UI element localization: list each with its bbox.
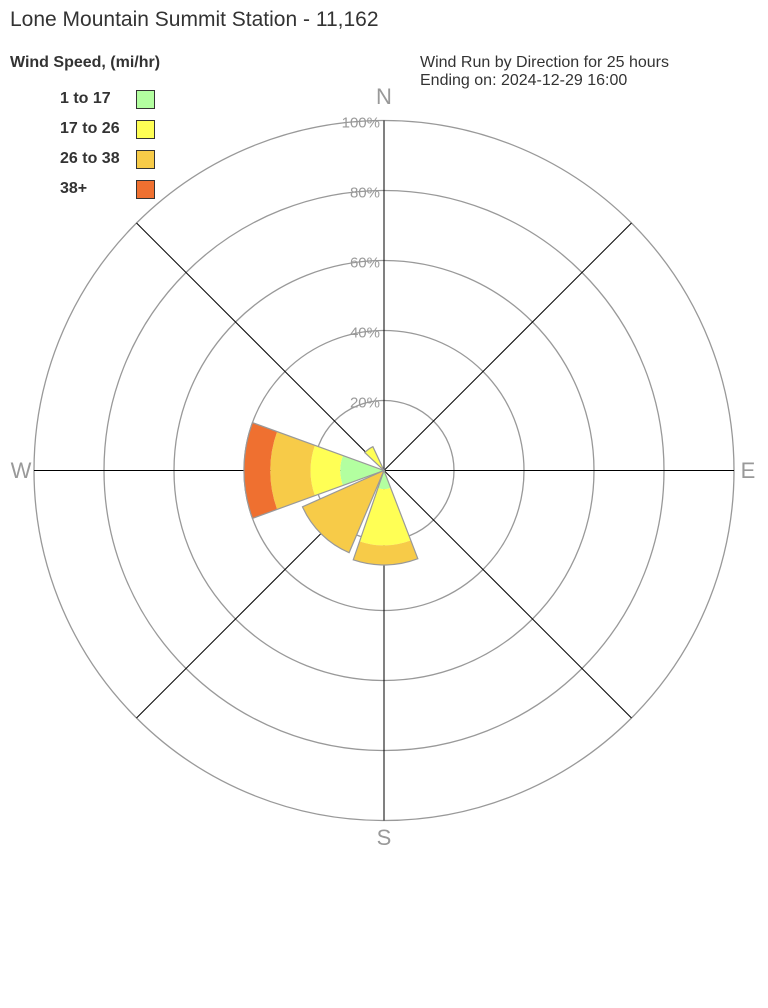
wedge-outline	[301, 469, 386, 554]
radial-tick-label: 80%	[350, 185, 380, 202]
legend-label: 26 to 38	[60, 150, 120, 167]
wind-sector-s	[352, 468, 419, 566]
legend-item: 38+	[60, 180, 160, 202]
axis-line	[383, 222, 632, 471]
legend-label: 1 to 17	[60, 90, 111, 107]
wind-sector-sw	[301, 469, 386, 554]
legend-swatch	[136, 150, 155, 169]
radial-tick-label: 20%	[350, 395, 380, 412]
compass-label-e: E	[741, 458, 756, 483]
wedge-segment	[364, 446, 384, 471]
wedge-segment	[340, 455, 384, 486]
legend-item: 1 to 17	[60, 90, 160, 112]
wind-sector-w	[243, 421, 386, 520]
legend-label: 38+	[60, 180, 88, 197]
subtitle-line-1: Wind Run by Direction for 25 hours	[420, 54, 669, 71]
wedge-segment	[377, 470, 391, 490]
radial-tick-label: 40%	[350, 325, 380, 342]
legend-swatch	[136, 120, 155, 139]
legend-swatch	[136, 180, 155, 199]
wedge-outline	[243, 421, 386, 520]
axis-line	[136, 222, 385, 471]
subtitle-line-2: Ending on: 2024-12-29 16:00	[420, 72, 628, 89]
wind-sector-nnw	[363, 445, 385, 471]
wedge-segment	[244, 422, 278, 519]
wedge-segment	[310, 445, 343, 496]
wedge-segment	[302, 470, 384, 553]
chart-title: Lone Mountain Summit Station - 11,162	[10, 8, 379, 31]
legend-title: Wind Speed, (mi/hr)	[10, 54, 161, 71]
compass-label-w: W	[11, 458, 32, 483]
radial-tick-label: 60%	[350, 255, 380, 272]
axis-line	[383, 470, 632, 719]
legend-swatch	[136, 90, 155, 109]
compass-label-s: S	[377, 825, 392, 850]
chart-subtitle: Wind Run by Direction for 25 hours Endin…	[420, 54, 669, 90]
wedge-segment	[270, 431, 315, 510]
legend-item: 17 to 26	[60, 120, 160, 142]
legend-item: 26 to 38	[60, 150, 160, 172]
wedge-segment	[353, 540, 418, 565]
wedge-segment	[359, 487, 411, 546]
legend-label: 17 to 26	[60, 120, 120, 137]
compass-label-n: N	[376, 84, 392, 109]
radial-tick-label: 100%	[342, 115, 380, 132]
wedge-outline	[352, 468, 419, 566]
wedge-outline	[363, 445, 385, 471]
